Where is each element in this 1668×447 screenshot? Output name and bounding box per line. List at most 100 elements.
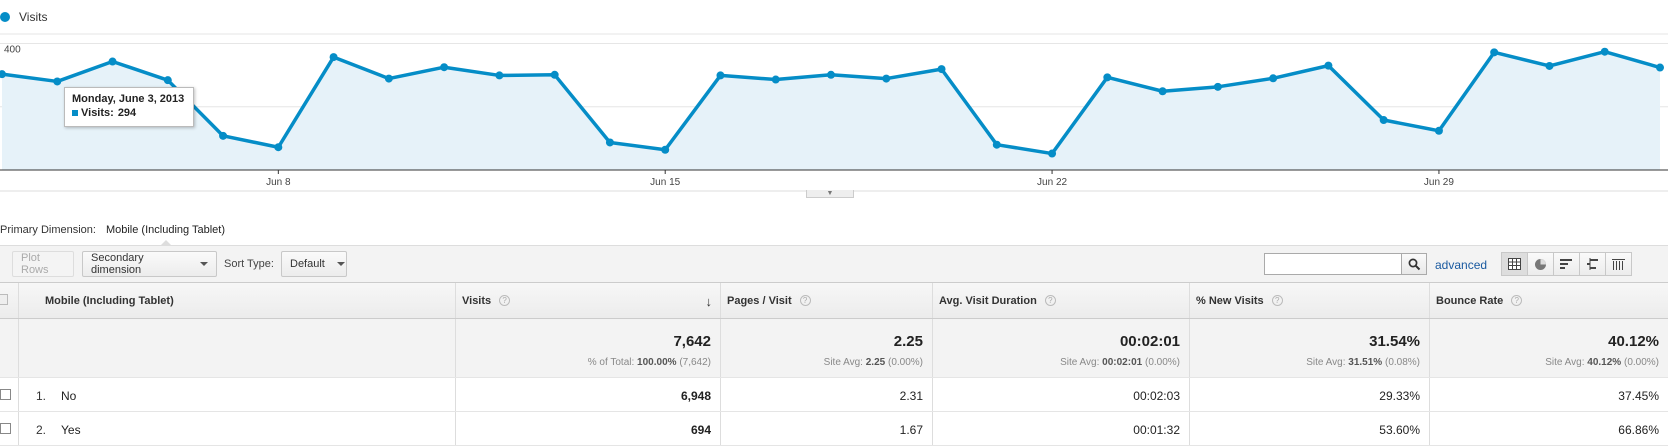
advanced-filter-link[interactable]: advanced (1435, 258, 1488, 272)
total-sub: % of Total: 100.00% (7,642) (587, 357, 711, 368)
pie-view-icon (1535, 258, 1546, 270)
cell-value: 37.45% (1618, 389, 1659, 403)
x-tick-label: Jun 29 (1424, 177, 1454, 188)
help-icon[interactable]: ? (499, 295, 511, 306)
header-new-visits[interactable]: % New Visits? (1190, 283, 1430, 318)
data-point (716, 71, 725, 80)
performance-view-icon (1560, 259, 1572, 269)
help-icon[interactable]: ? (1511, 295, 1523, 306)
table-view-button[interactable] (1501, 252, 1528, 276)
performance-view-button[interactable] (1553, 252, 1580, 276)
data-point (937, 65, 946, 74)
comparison-view-button[interactable] (1579, 252, 1606, 276)
data-point (605, 138, 614, 147)
data-point (1269, 74, 1278, 83)
row-checkbox[interactable] (0, 423, 11, 434)
plot-rows-button[interactable]: Plot Rows (12, 251, 74, 277)
header-label: Bounce Rate (1436, 294, 1504, 307)
header-pages-per-visit[interactable]: Pages / Visit? (721, 283, 933, 318)
pivot-view-icon (1612, 259, 1625, 270)
chart-legend[interactable]: Visits (0, 10, 47, 24)
cell-value: 6,948 (680, 389, 711, 403)
x-tick-label: Jun 8 (266, 177, 291, 188)
row-visits: 6,948 (456, 378, 721, 411)
help-icon[interactable]: ? (1271, 295, 1283, 306)
cell-value: 29.33% (1379, 389, 1420, 403)
tooltip-value: 294 (117, 107, 137, 119)
header-label: Avg. Visit Duration (939, 294, 1037, 307)
header-label: % New Visits (1196, 294, 1264, 307)
total-value: 00:02:01 (1119, 333, 1180, 350)
data-point (219, 131, 228, 140)
comparison-view-icon (1587, 258, 1598, 270)
pivot-view-button[interactable] (1605, 252, 1632, 276)
pie-view-button[interactable] (1527, 252, 1554, 276)
help-icon[interactable]: ? (799, 295, 811, 306)
total-sub: Site Avg: 40.12% (0.00%) (1545, 357, 1659, 368)
cell-value: 2.31 (899, 389, 923, 403)
table-row[interactable]: 2. Yes 694 1.67 00:01:32 53.60% 66.86% (0, 412, 1668, 446)
data-point (108, 57, 117, 66)
primary-dimension-notch (160, 240, 172, 246)
header-bounce-rate[interactable]: Bounce Rate? (1430, 283, 1668, 318)
row-avg-visit-duration: 00:01:32 (933, 412, 1190, 445)
data-point (495, 71, 504, 80)
row-index: 1. (36, 389, 47, 403)
sort-type-label: Sort Type: (224, 258, 274, 270)
total-pages-per-visit: 2.25 Site Avg: 2.25 (0.00%) (721, 319, 933, 377)
chart-tooltip: Monday, June 3, 2013 Visits: 294 (64, 87, 194, 127)
data-point (661, 145, 670, 154)
primary-dimension-value[interactable]: Mobile (Including Tablet) (105, 224, 225, 236)
data-point (1158, 87, 1167, 96)
search-button[interactable] (1401, 253, 1427, 275)
total-sub: Site Avg: 00:02:01 (0.00%) (1060, 357, 1180, 368)
row-label[interactable]: No (61, 389, 77, 403)
area-fill (2, 51, 1660, 171)
data-point (1545, 61, 1554, 70)
cell-value: 1.67 (899, 423, 923, 437)
chevron-down-icon (336, 262, 345, 266)
header-select-all[interactable] (0, 283, 19, 318)
total-value: 7,642 (673, 333, 711, 350)
chart-collapse-handle[interactable]: ▼ (806, 190, 854, 198)
sort-descending-icon: ↓ (705, 294, 713, 309)
row-label[interactable]: Yes (61, 423, 81, 437)
row-index: 2. (36, 423, 47, 437)
total-visits: 7,642 % of Total: 100.00% (7,642) (456, 319, 721, 377)
data-point (0, 70, 6, 79)
data-point (882, 74, 891, 83)
select-all-checkbox[interactable] (0, 294, 8, 305)
row-pages-per-visit: 1.67 (721, 412, 933, 445)
sort-type-dropdown[interactable]: Default (281, 251, 347, 277)
y-tick-label: 400 (4, 44, 21, 55)
cell-value: 66.86% (1618, 423, 1659, 437)
row-bounce-rate: 66.86% (1430, 412, 1668, 445)
legend-label: Visits (19, 10, 48, 24)
row-new-visits: 53.60% (1190, 412, 1430, 445)
total-value: 40.12% (1608, 333, 1659, 350)
header-avg-visit-duration[interactable]: Avg. Visit Duration? (933, 283, 1190, 318)
data-point (1490, 48, 1499, 57)
help-icon[interactable]: ? (1044, 295, 1056, 306)
table-search-input[interactable] (1264, 253, 1427, 275)
search-icon (1408, 258, 1420, 270)
cell-value: 00:01:32 (1133, 423, 1180, 437)
data-point (53, 77, 62, 86)
table-row[interactable]: 1. No 6,948 2.31 00:02:03 29.33% 37.45% (0, 378, 1668, 412)
row-checkbox[interactable] (0, 389, 11, 400)
secondary-dimension-label: Secondary dimension (91, 252, 144, 276)
total-value: 2.25 (893, 333, 923, 350)
row-pages-per-visit: 2.31 (721, 378, 933, 411)
header-dimension[interactable]: Mobile (Including Tablet) (19, 283, 456, 318)
data-point (827, 70, 835, 79)
cell-value: 694 (690, 423, 711, 437)
data-point (550, 70, 559, 79)
primary-dimension-label: Primary Dimension: (0, 224, 96, 236)
header-visits[interactable]: Visits? ↓ (456, 283, 721, 318)
cell-value: 53.60% (1379, 423, 1420, 437)
secondary-dimension-dropdown[interactable]: Secondary dimension (82, 251, 217, 277)
data-point (1213, 82, 1222, 91)
row-new-visits: 29.33% (1190, 378, 1430, 411)
data-point (1379, 116, 1388, 125)
